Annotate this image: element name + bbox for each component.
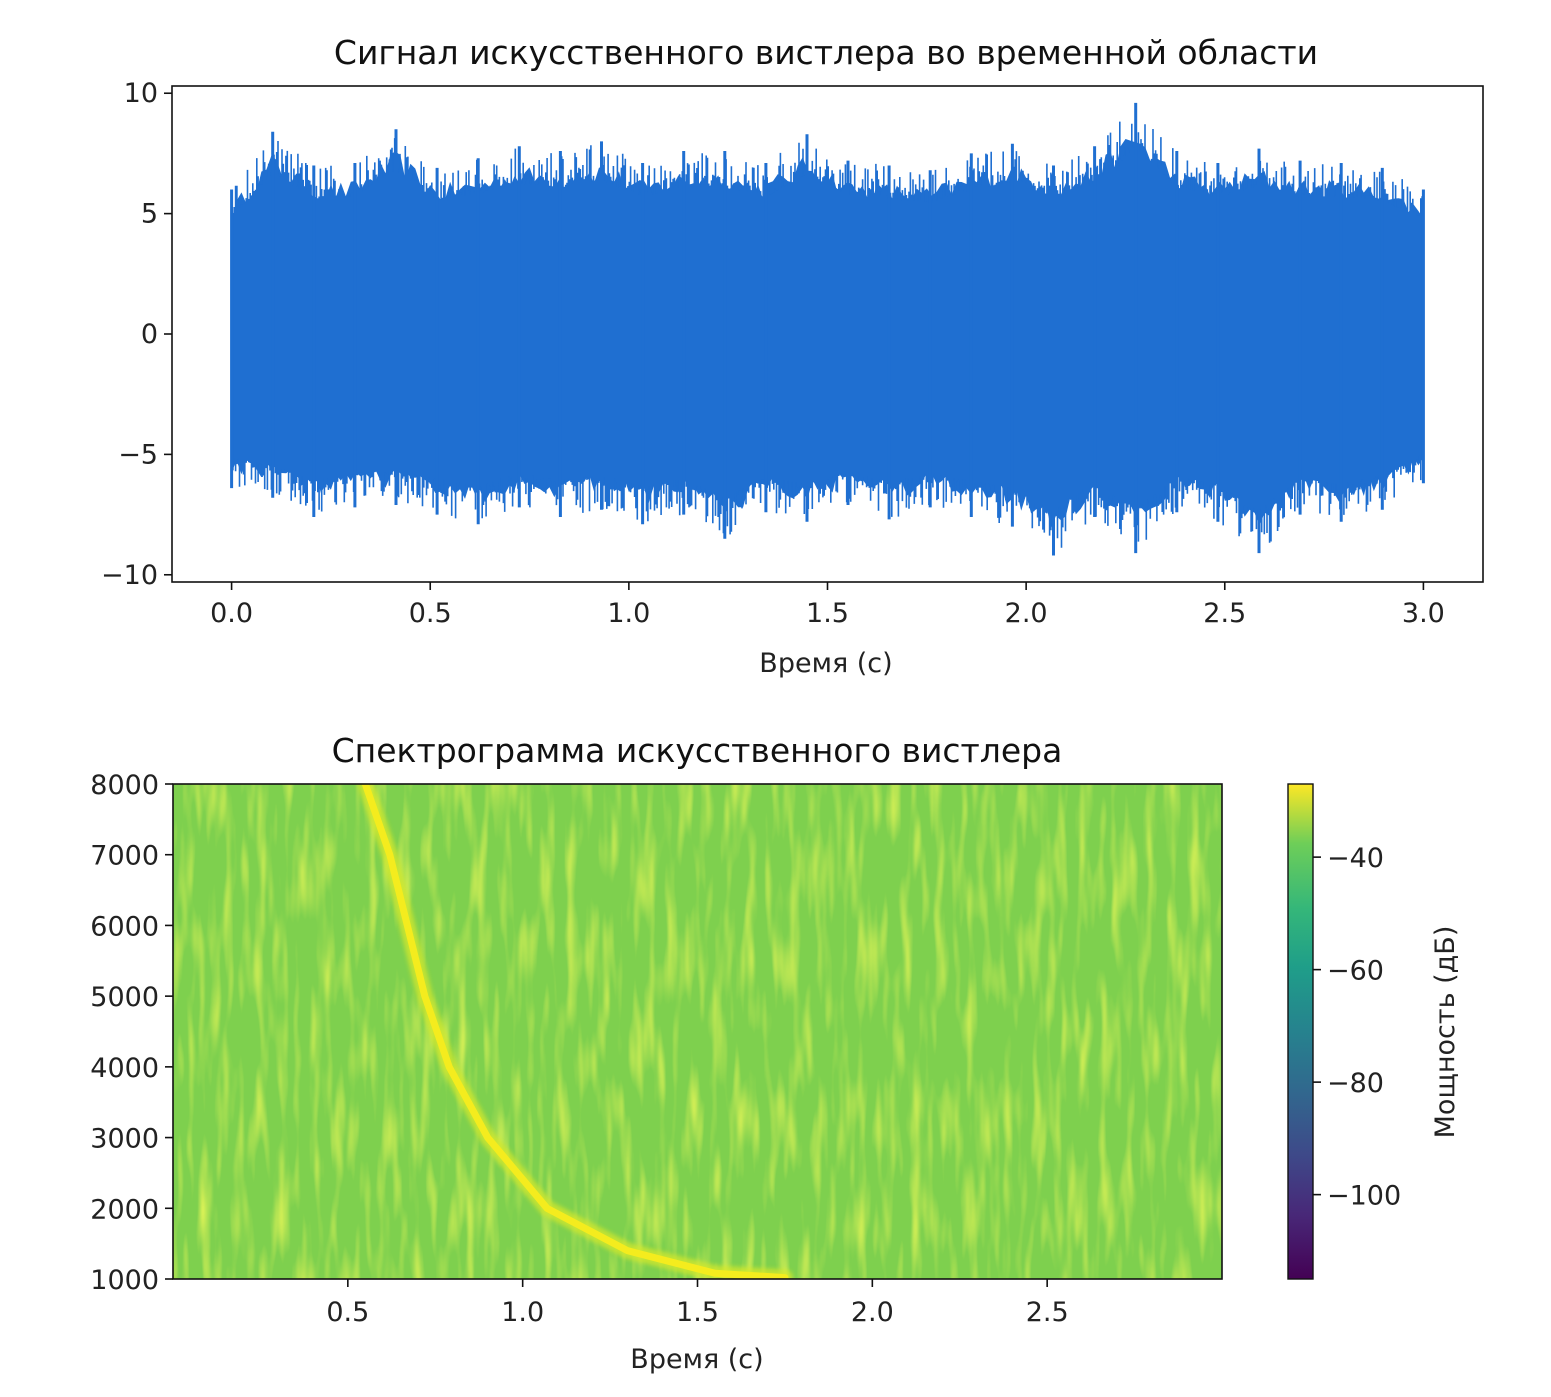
chart1-y-axis: 10 5 0 −5 −10: [101, 78, 172, 591]
chart2-y-tick-label: 7000: [90, 841, 159, 872]
chart2-y-tick-label: 6000: [90, 911, 159, 942]
spectrogram-noise: [173, 784, 1222, 1279]
colorbar-label: Мощность (дБ): [1430, 926, 1461, 1139]
chart1-x-tick-label: 0.0: [210, 598, 253, 629]
chart1-y-tick-label: 5: [141, 199, 158, 230]
chart1-y-tick-label: 0: [141, 319, 158, 350]
chart2-y-tick-label: 1000: [90, 1265, 159, 1296]
colorbar-tick-label: −60: [1327, 956, 1384, 987]
colorbar-tick-label: −80: [1327, 1068, 1384, 1099]
chart2-x-axis-label: Время (с): [630, 1344, 763, 1375]
colorbar-ticks: −40 −60 −80 −100: [1313, 843, 1401, 1212]
chart1-x-tick-label: 0.5: [409, 598, 452, 629]
chart2-y-tick-label: 5000: [90, 982, 159, 1013]
chart2-y-tick-label: 8000: [90, 770, 159, 801]
chart1-x-axis-label: Время (с): [759, 648, 892, 679]
time-domain-chart: Сигнал искусственного вистлера во времен…: [101, 33, 1484, 679]
chart2-x-tick-label: 2.0: [851, 1297, 894, 1328]
chart2-title: Спектрограмма искусственного вистлера: [332, 731, 1063, 770]
chart2-x-tick-label: 2.5: [1026, 1297, 1069, 1328]
chart1-y-tick-label: −5: [118, 439, 158, 470]
spectrogram-image: [173, 784, 1222, 1279]
chart2-x-axis: 0.5 1.0 1.5 2.0 2.5: [326, 1279, 1069, 1328]
chart2-y-axis: 8000 7000 6000 5000 4000 3000 2000 1000: [90, 770, 173, 1296]
chart1-signal-peaks: [230, 102, 1425, 556]
colorbar-tick-label: −100: [1327, 1181, 1401, 1212]
chart1-y-tick-label: −10: [101, 560, 158, 591]
chart1-x-tick-label: 1.5: [806, 598, 849, 629]
spectrogram-chart: Спектрограмма искусственного вистлера 0.…: [90, 731, 1461, 1375]
colorbar-tick-label: −40: [1327, 843, 1384, 874]
chart1-x-tick-label: 1.0: [607, 598, 650, 629]
whistler-trace: [361, 784, 789, 1279]
chart2-x-tick-label: 1.5: [676, 1297, 719, 1328]
chart2-y-tick-label: 3000: [90, 1124, 159, 1155]
chart2-x-tick-label: 1.0: [501, 1297, 544, 1328]
chart2-y-tick-label: 2000: [90, 1194, 159, 1225]
chart1-x-tick-label: 3.0: [1402, 598, 1445, 629]
chart1-signal-series: [230, 102, 1425, 556]
chart1-y-tick-label: 10: [124, 78, 158, 109]
chart2-x-tick-label: 0.5: [326, 1297, 369, 1328]
chart1-x-axis: 0.0 0.5 1.0 1.5 2.0 2.5 3.0: [210, 582, 1445, 629]
chart2-y-tick-label: 4000: [90, 1053, 159, 1084]
chart1-title: Сигнал искусственного вистлера во времен…: [334, 33, 1318, 72]
chart1-x-tick-label: 2.0: [1005, 598, 1048, 629]
colorbar: −40 −60 −80 −100 Мощность (дБ): [1287, 783, 1461, 1280]
colorbar-gradient: [1287, 783, 1314, 1280]
chart1-x-tick-label: 2.5: [1203, 598, 1246, 629]
